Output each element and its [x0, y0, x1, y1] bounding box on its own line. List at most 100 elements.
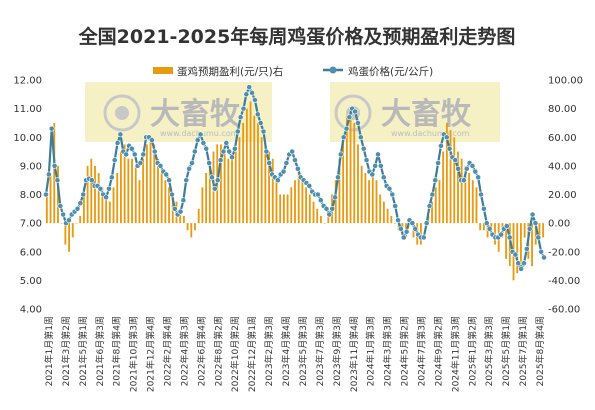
price-point	[435, 160, 441, 166]
price-point	[535, 234, 542, 241]
price-point	[523, 245, 530, 252]
right-tick-label: 20.00	[548, 190, 577, 201]
left-tick-label: 9.00	[20, 161, 42, 172]
profit-bar	[460, 158, 463, 224]
x-tick-label: 2024年9月第2周	[432, 316, 444, 386]
right-tick-label: -60.00	[548, 305, 580, 316]
profit-bar	[397, 223, 400, 231]
price-point	[503, 223, 510, 229]
price-point	[423, 220, 430, 227]
profit-bar	[390, 215, 393, 224]
price-point	[240, 105, 247, 112]
price-point	[314, 191, 321, 198]
price-point	[355, 120, 361, 126]
price-point	[151, 148, 158, 155]
price-point	[209, 174, 215, 181]
price-point	[169, 191, 175, 198]
profit-bar	[94, 165, 96, 224]
price-point	[214, 177, 221, 184]
price-point	[326, 211, 333, 218]
profit-bar	[238, 137, 241, 224]
profit-bar	[134, 165, 137, 224]
price-point	[140, 151, 147, 158]
price-point	[137, 160, 144, 166]
x-tick-label: 2021年10月第3周	[128, 316, 140, 392]
price-point	[289, 148, 296, 155]
price-point	[45, 171, 52, 178]
profit-bar	[316, 208, 319, 224]
price-point	[260, 128, 267, 135]
x-tick-label: 2023年5月第3周	[297, 316, 309, 386]
profit-bar	[438, 180, 441, 224]
right-tick-label: 0.00	[548, 219, 570, 230]
x-tick-label: 2021年1月第1周	[43, 316, 55, 386]
profit-bar	[505, 223, 508, 259]
profit-bar	[382, 201, 385, 224]
price-point	[117, 131, 124, 138]
right-tick-label: -20.00	[548, 247, 580, 258]
profit-bar	[160, 165, 163, 224]
profit-bar	[308, 194, 311, 224]
profit-bar	[360, 165, 363, 224]
price-point	[375, 151, 381, 158]
watermark-text: 大畜牧	[150, 97, 241, 132]
profit-bar	[164, 180, 167, 224]
price-point	[77, 200, 84, 206]
profit-bar	[49, 173, 52, 224]
profit-bar	[190, 223, 193, 238]
price-point	[200, 140, 207, 146]
price-point	[521, 260, 527, 267]
price-point	[498, 231, 504, 238]
left-tick-label: 5.00	[20, 276, 42, 287]
price-point	[274, 177, 281, 184]
price-point	[412, 225, 419, 232]
price-point	[429, 191, 436, 198]
x-tick-label: 2025年3月第3周	[483, 316, 495, 386]
price-point	[263, 148, 270, 155]
profit-bar	[357, 144, 359, 224]
profit-bar	[294, 180, 296, 224]
right-axis: -60.00 -40.00 -20.00 0.00 20.00 40.00 60.00 80.…	[548, 76, 583, 316]
left-tick-label: 8.00	[20, 190, 42, 201]
x-tick-label: 2022年10月第2周	[229, 316, 241, 392]
price-point	[426, 203, 433, 209]
price-point	[189, 160, 195, 166]
profit-bar	[482, 223, 485, 231]
watermark-layer: 大畜牧 www.dachumu.com 大畜牧 www.dachumu.com	[85, 82, 500, 142]
price-point	[229, 154, 235, 161]
left-tick-label: 7.00	[20, 219, 42, 230]
price-point	[80, 191, 87, 198]
price-point	[392, 203, 399, 209]
profit-bar	[86, 165, 89, 224]
price-point	[54, 177, 61, 184]
x-tick-label: 2022年12月第1周	[246, 316, 258, 392]
profit-bar	[127, 158, 130, 224]
profit-bar	[82, 187, 85, 224]
profit-bar	[471, 180, 474, 224]
line-series	[43, 84, 547, 272]
profit-bar	[257, 122, 259, 224]
profit-bar	[242, 122, 245, 224]
price-point	[266, 160, 273, 166]
x-tick-label: 2022年4月第3周	[178, 316, 190, 386]
x-tick-label: 2023年2月第3周	[263, 316, 275, 386]
profit-bar	[290, 187, 293, 224]
price-point	[486, 225, 493, 232]
profit-bar	[182, 215, 185, 224]
legend: 蛋鸡预期盈利(元/只)右 鸡蛋价格(元/公斤)	[153, 65, 433, 78]
price-point	[317, 197, 324, 204]
profit-bar	[108, 201, 111, 224]
price-point	[420, 234, 427, 241]
profit-bar	[345, 115, 348, 224]
profit-bar	[231, 158, 233, 224]
profit-bar	[375, 180, 378, 224]
left-axis: 4.00 5.00 6.00 7.00 8.00 9.00 10.00 11.00 12.00	[13, 76, 42, 316]
profit-bar	[168, 187, 170, 224]
profit-bar	[342, 137, 345, 224]
profit-bar	[420, 223, 422, 245]
price-point	[128, 145, 135, 152]
profit-bar	[208, 165, 211, 224]
price-point	[360, 145, 367, 152]
price-point	[103, 194, 109, 201]
price-point	[163, 171, 170, 178]
